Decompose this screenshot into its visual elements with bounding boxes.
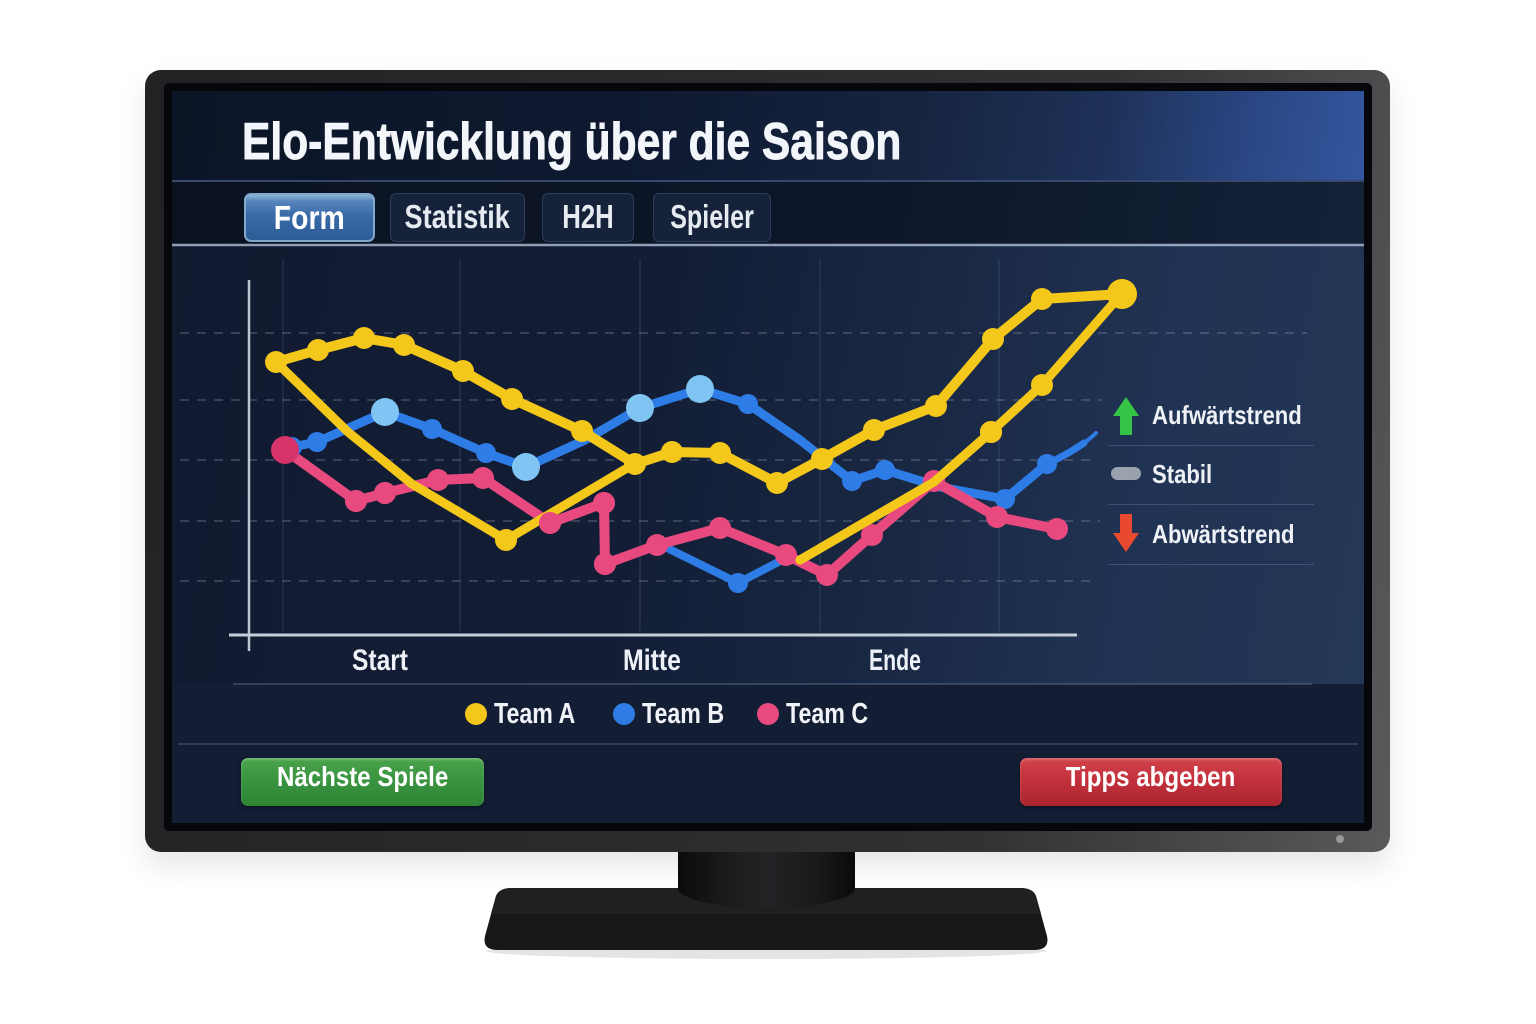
- svg-text:Mitte: Mitte: [623, 644, 681, 677]
- svg-text:Start: Start: [352, 644, 408, 677]
- svg-text:Ende: Ende: [869, 644, 921, 677]
